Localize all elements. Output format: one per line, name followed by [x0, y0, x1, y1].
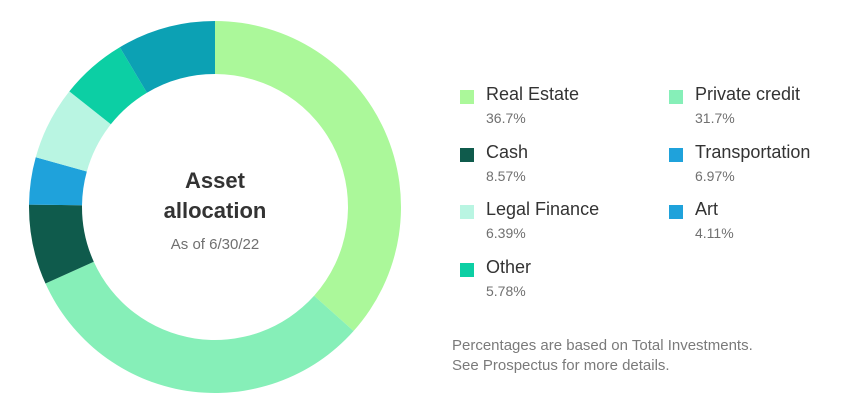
- legend-item-other: Other 5.78%: [460, 257, 660, 307]
- donut-slice-transportation: [119, 20, 215, 93]
- legend-value: 8.57%: [486, 168, 526, 184]
- legend-item-legal-finance: Legal Finance 6.39%: [460, 199, 660, 249]
- donut-chart: [29, 20, 401, 394]
- legend-swatch: [669, 205, 683, 219]
- chart-title-line2: allocation: [163, 198, 267, 223]
- legend-swatch: [460, 263, 474, 277]
- donut-slice-legal-finance: [35, 91, 111, 172]
- legend-item-cash: Cash 8.57%: [460, 142, 660, 192]
- legend-item-transportation: Transportation 6.97%: [669, 142, 855, 192]
- legend-swatch: [669, 148, 683, 162]
- legend-value: 6.97%: [695, 168, 735, 184]
- legend-value: 4.11%: [695, 225, 734, 241]
- donut-slice-private-credit: [45, 261, 354, 394]
- legend-value: 36.7%: [486, 110, 526, 126]
- legend-swatch: [460, 205, 474, 219]
- donut-slice-cash: [29, 204, 94, 284]
- legend-item-real-estate: Real Estate 36.7%: [460, 84, 660, 134]
- legend-label: Art: [695, 199, 719, 219]
- legend-label: Legal Finance: [486, 199, 600, 219]
- chart-subtitle: As of 6/30/22: [170, 236, 260, 253]
- donut-slice-real-estate: [215, 21, 401, 332]
- donut-slice-art: [29, 157, 87, 206]
- legend-item-art: Art 4.11%: [669, 199, 855, 249]
- legend-label: Private credit: [695, 84, 801, 104]
- legend-swatch: [669, 90, 683, 104]
- legend-label: Transportation: [695, 142, 811, 162]
- legend-label: Other: [486, 257, 532, 277]
- legend-swatch: [460, 90, 474, 104]
- legend-value: 5.78%: [486, 283, 526, 299]
- legend-value: 6.39%: [486, 225, 526, 241]
- footnote-line1: Percentages are based on Total Investmen…: [452, 337, 753, 354]
- legend-value: 31.7%: [695, 110, 735, 126]
- legend-item-private-credit: Private credit 31.7%: [669, 84, 855, 134]
- donut-slice-other: [69, 47, 147, 125]
- legend-swatch: [460, 148, 474, 162]
- legend-label: Real Estate: [486, 84, 580, 104]
- footnote-line2: See Prospectus for more details.: [452, 357, 670, 374]
- legend-label: Cash: [486, 142, 529, 162]
- chart-title-line1: Asset: [185, 168, 245, 193]
